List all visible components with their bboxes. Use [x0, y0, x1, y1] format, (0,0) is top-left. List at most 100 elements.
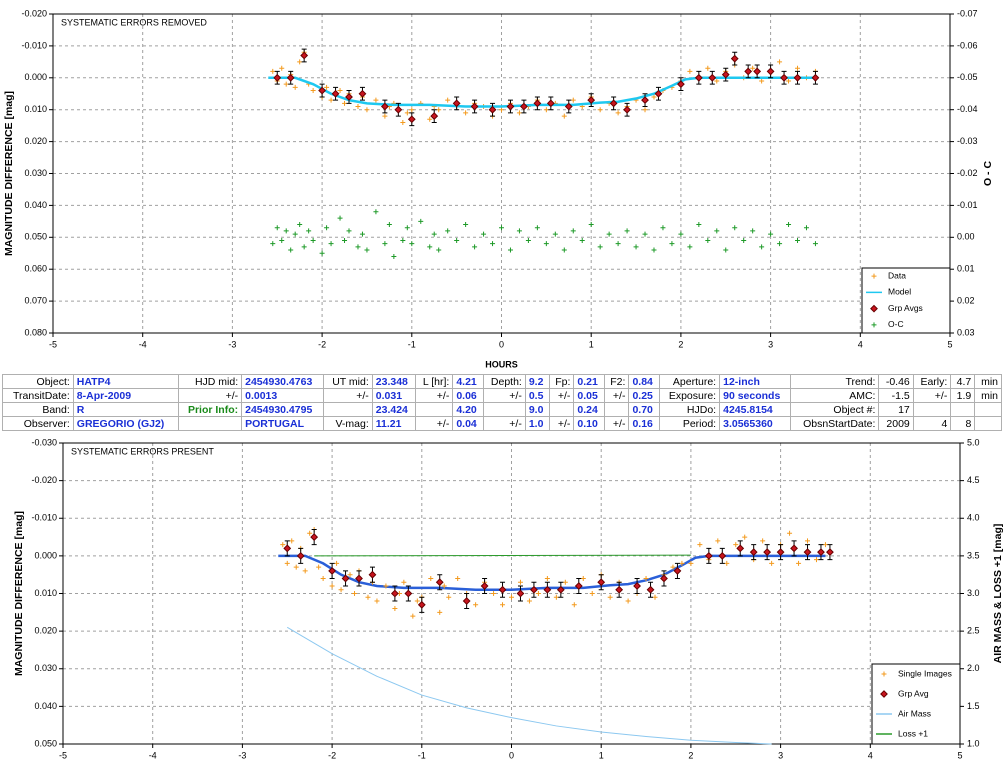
table-cell: +/- — [603, 416, 630, 431]
data-point — [324, 225, 330, 231]
data-point — [445, 228, 451, 234]
data-point — [310, 88, 316, 94]
y-tick-label: 0.070 — [24, 295, 47, 305]
table-cell: 23.348 — [371, 374, 417, 389]
data-point — [509, 594, 514, 600]
group-average — [676, 80, 685, 89]
table-cell: +/- — [482, 416, 526, 431]
group-average — [283, 544, 292, 553]
y-tick-label: 0.030 — [34, 663, 57, 673]
data-point — [386, 222, 392, 228]
table-cell: +/- — [548, 416, 575, 431]
group-average — [673, 567, 682, 575]
x-tick-label: 1 — [599, 750, 604, 760]
data-point — [279, 237, 285, 243]
group-average — [753, 67, 762, 76]
table-cell: -0.46 — [878, 374, 914, 389]
chart-title: SYSTEMATIC ERRORS REMOVED — [61, 17, 207, 27]
data-point — [431, 231, 437, 237]
table-cell: 0.21 — [573, 374, 605, 389]
legend-label: Loss +1 — [898, 728, 928, 738]
data-point — [328, 241, 334, 247]
x-tick-label: 5 — [957, 750, 962, 760]
x-axis-label: HOURS — [485, 359, 518, 369]
group-average — [394, 105, 403, 114]
data-point — [293, 564, 299, 570]
group-average — [633, 582, 641, 590]
group-average — [730, 54, 739, 63]
data-point — [543, 107, 549, 113]
data-point — [328, 97, 334, 103]
legend-swatch — [871, 322, 877, 328]
y-tick-label: 0.000 — [34, 550, 57, 560]
x-tick-label: 5 — [947, 339, 952, 349]
data-point — [364, 247, 370, 253]
data-point — [445, 97, 451, 103]
data-point — [373, 97, 379, 103]
x-tick-label: -3 — [228, 339, 236, 349]
table-row: Object: HATP4 HJD mid: 2454930.4763 UT mid: 2… — [2, 374, 1002, 389]
table-cell: Depth: — [482, 374, 526, 389]
table-cell: Trend: — [790, 374, 880, 389]
legend-box — [861, 267, 951, 334]
data-point — [768, 231, 774, 237]
legend-label: Grp Avgs — [888, 303, 923, 313]
data-point — [525, 237, 531, 243]
data-point — [813, 557, 819, 563]
group-average — [721, 70, 730, 79]
data-point — [741, 237, 747, 243]
data-point — [624, 228, 630, 234]
y-tick-label: -0.010 — [31, 513, 57, 523]
data-point — [355, 244, 361, 250]
group-average — [273, 73, 282, 82]
data-point — [714, 228, 720, 234]
data-point — [724, 560, 730, 566]
group-average — [506, 102, 515, 111]
group-average — [341, 574, 350, 583]
data-point — [715, 538, 721, 544]
group-average — [660, 574, 668, 583]
x-tick-label: 3 — [778, 750, 783, 760]
data-point — [750, 65, 756, 71]
x-tick-label: -5 — [59, 750, 67, 760]
x-tick-label: -4 — [149, 750, 157, 760]
legend-label: Single Images — [898, 668, 952, 678]
data-point — [526, 598, 532, 604]
y2-tick-label: -0.05 — [957, 72, 978, 82]
data-point — [481, 231, 487, 237]
data-point — [437, 609, 443, 615]
group-average — [380, 102, 389, 111]
data-point — [306, 228, 312, 234]
table-cell: 4.7 — [950, 374, 976, 389]
data-point — [365, 594, 371, 600]
data-point — [302, 568, 308, 574]
table-cell: 4.21 — [452, 374, 484, 389]
table-cell: 3.0565360 — [719, 416, 792, 431]
group-average — [597, 578, 606, 587]
x-tick-label: -2 — [318, 339, 326, 349]
table-cell: 0.84 — [628, 374, 660, 389]
data-point — [418, 218, 424, 224]
table-cell: L [hr]: — [415, 374, 454, 389]
group-average — [817, 548, 825, 557]
table-cell: R — [72, 402, 179, 417]
data-point — [651, 94, 657, 100]
y-tick-label: 0.080 — [24, 327, 47, 337]
table-cell: 0.5 — [524, 388, 550, 403]
data-point — [697, 542, 703, 548]
data-point — [597, 107, 603, 113]
table-cell — [323, 402, 373, 417]
fit-line — [278, 554, 826, 591]
data-point — [732, 225, 738, 231]
data-point — [633, 244, 639, 250]
data-point — [446, 594, 452, 600]
table-cell: 2454930.4795 — [241, 402, 325, 417]
x-tick-label: -1 — [408, 339, 416, 349]
data-point — [822, 542, 828, 548]
group-average — [516, 589, 525, 598]
group-average — [574, 582, 583, 590]
group-average — [623, 105, 631, 114]
group-average — [609, 99, 618, 108]
